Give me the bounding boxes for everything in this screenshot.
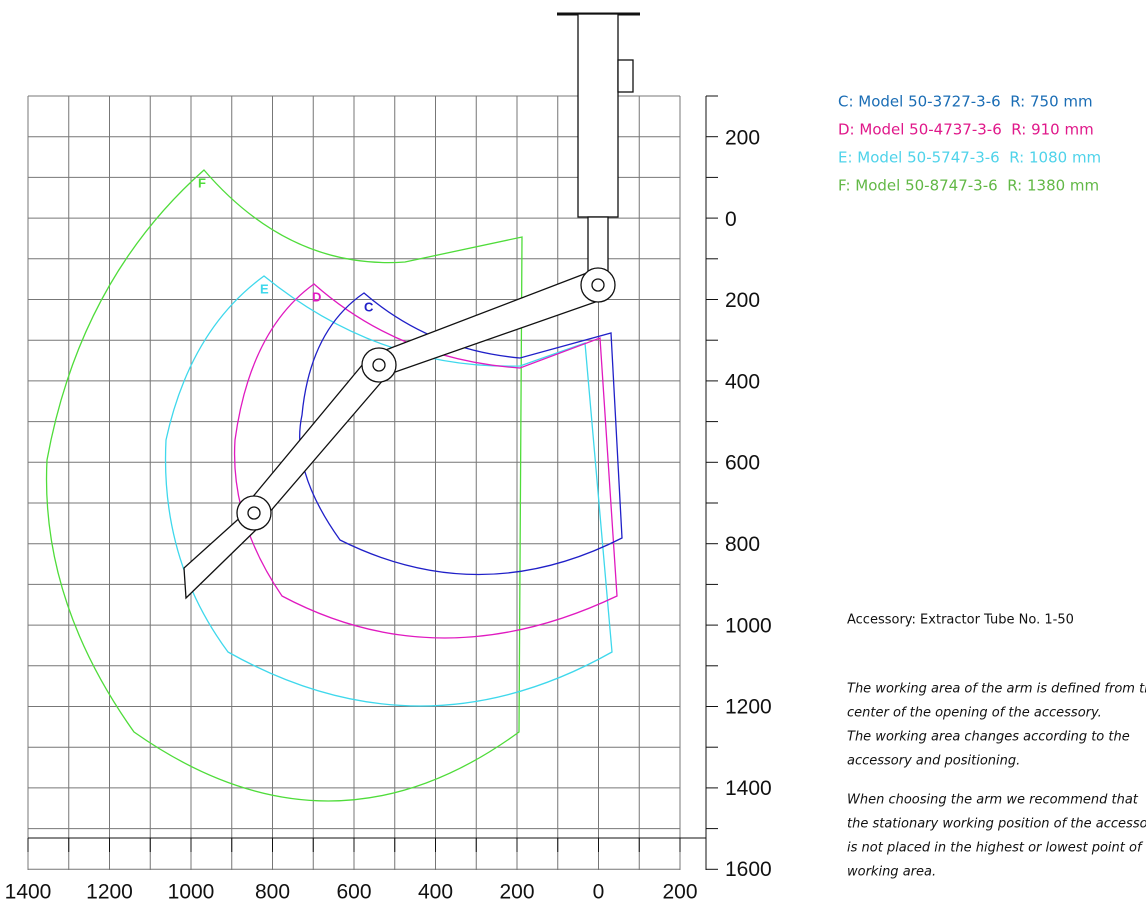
area-f (45, 169, 523, 802)
y-tick-label: 200 (725, 127, 760, 150)
note-line: the stationary working position of the a… (847, 817, 1146, 832)
area-label: F (198, 175, 206, 190)
area-d (233, 283, 618, 639)
x-tick-label: 0 (593, 881, 605, 904)
y-tick-label: 800 (725, 533, 760, 556)
y-tick-label: 600 (725, 452, 760, 475)
y-tick-label: 1200 (725, 696, 772, 719)
note-line: center of the opening of the accessory. (847, 706, 1102, 721)
x-tick-label: 600 (336, 881, 371, 904)
y-tick-label: 400 (725, 370, 760, 393)
y-tick-label: 1400 (725, 777, 772, 800)
note-line: is not placed in the highest or lowest p… (847, 841, 1146, 856)
note-line: The working area changes according to th… (847, 730, 1130, 745)
note-line: The working area of the arm is defined f… (847, 682, 1146, 697)
area-label: E (260, 281, 269, 296)
x-tick-label: 1200 (86, 881, 133, 904)
note-line: accessory and positioning. (847, 754, 1020, 769)
area-c (299, 292, 623, 576)
y-tick-label: 1000 (725, 614, 772, 637)
note-line: working area. (847, 865, 936, 880)
x-tick-label: 1400 (5, 881, 52, 904)
accessory: Accessory: Extractor Tube No. 1-50 (847, 613, 1074, 628)
area-label: C (364, 299, 374, 314)
legend-entry: D: Model 50-4737-3-6 R: 910 mm (838, 121, 1094, 139)
x-tick-label: 1000 (168, 881, 215, 904)
notes: The working area of the arm is defined f… (847, 682, 1146, 880)
x-tick-label: 400 (418, 881, 453, 904)
x-tick-label: 800 (255, 881, 290, 904)
y-tick-label: 1600 (725, 858, 772, 881)
y-tick-label: 0 (725, 208, 737, 231)
x-tick-label: 200 (662, 881, 697, 904)
legend-entry: C: Model 50-3727-3-6 R: 750 mm (838, 93, 1093, 111)
x-tick-label: 200 (499, 881, 534, 904)
area-label: D (312, 289, 321, 304)
area-e (164, 275, 613, 707)
legend-entry: E: Model 50-5747-3-6 R: 1080 mm (838, 149, 1101, 167)
area-labels: C D E F (198, 175, 374, 314)
note-line: When choosing the arm we recommend that (847, 793, 1139, 808)
y-tick-label: 200 (725, 289, 760, 312)
legend-entry: F: Model 50-8747-3-6 R: 1380 mm (838, 177, 1099, 195)
working-areas (45, 169, 623, 802)
arm (183, 12, 640, 600)
legend: C: Model 50-3727-3-6 R: 750 mm D: Model 5… (838, 93, 1101, 195)
